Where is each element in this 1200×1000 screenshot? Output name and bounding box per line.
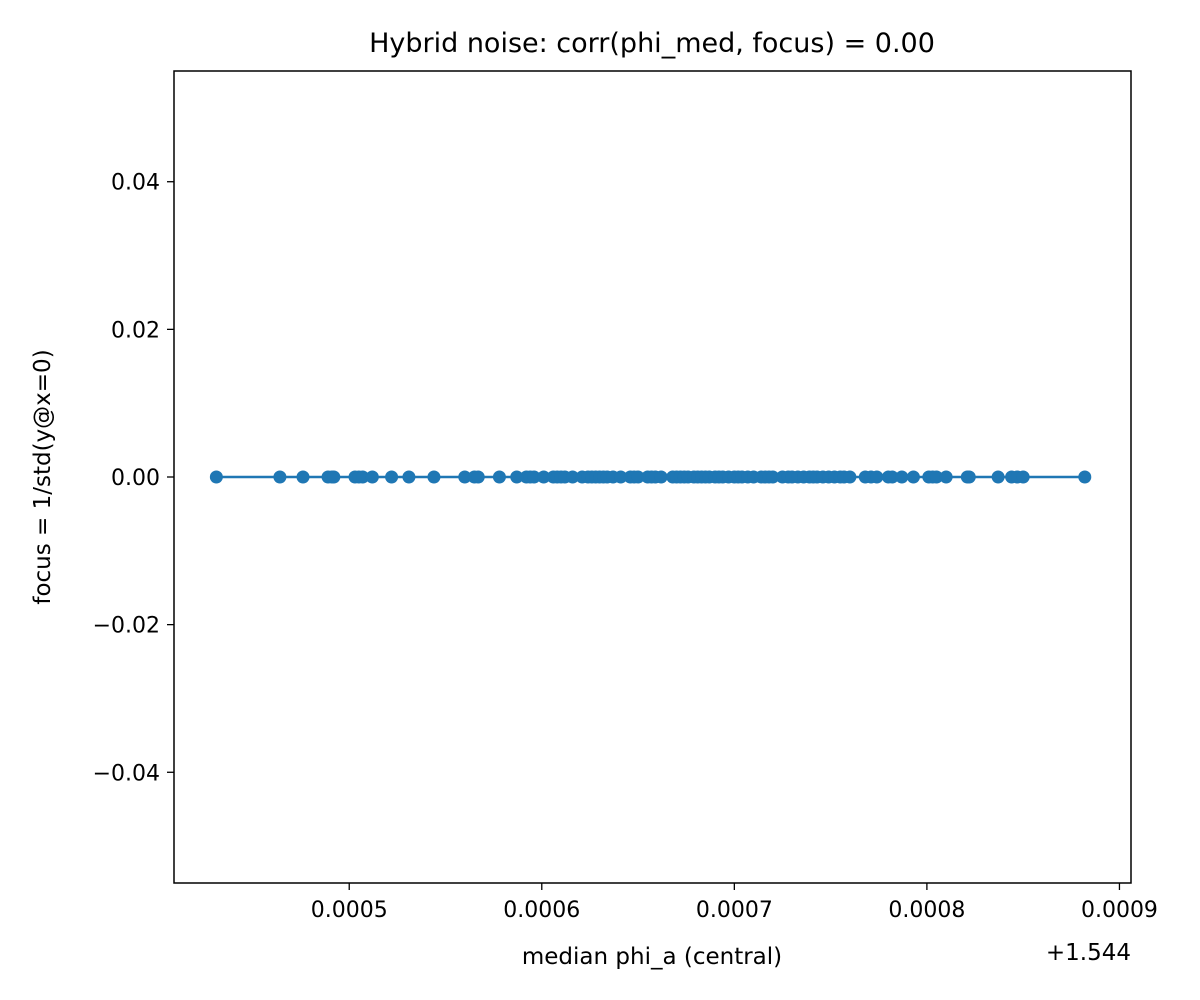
data-point <box>327 470 341 484</box>
data-point <box>458 470 472 484</box>
x-axis-offset-label: +1.544 <box>1046 940 1131 966</box>
data-point <box>365 470 379 484</box>
data-point <box>527 470 541 484</box>
data-point <box>471 470 485 484</box>
data-point <box>631 470 645 484</box>
y-tick-label: −0.04 <box>93 761 160 786</box>
data-point <box>930 470 944 484</box>
data-point <box>296 470 310 484</box>
data-point <box>654 470 668 484</box>
x-axis: 0.0005 0.0006 0.0007 0.0008 0.0009 <box>311 883 1158 923</box>
y-axis: 0.04 0.02 0.00 −0.02 −0.04 <box>93 171 174 786</box>
data-point <box>766 470 780 484</box>
data-point <box>402 470 416 484</box>
data-point <box>209 470 223 484</box>
x-tick-label: 0.0009 <box>1081 898 1158 923</box>
data-point <box>427 470 441 484</box>
data-point <box>492 470 506 484</box>
x-axis-label: median phi_a (central) <box>522 944 782 970</box>
data-point <box>537 470 551 484</box>
data-point <box>939 470 953 484</box>
y-axis-label: focus = 1/std(y@x=0) <box>30 349 56 604</box>
x-tick-label: 0.0005 <box>311 898 388 923</box>
data-point <box>510 470 524 484</box>
x-tick-label: 0.0007 <box>696 898 773 923</box>
y-tick-label: 0.00 <box>111 466 160 491</box>
data-point <box>566 470 580 484</box>
data-point <box>356 470 370 484</box>
data-point <box>273 470 287 484</box>
x-tick-label: 0.0006 <box>503 898 580 923</box>
data-point <box>843 470 857 484</box>
data-point <box>991 470 1005 484</box>
data-point <box>614 470 628 484</box>
data-point <box>962 470 976 484</box>
chart-title: Hybrid noise: corr(phi_med, focus) = 0.0… <box>369 28 935 59</box>
y-tick-label: −0.02 <box>93 614 160 639</box>
data-point <box>385 470 399 484</box>
y-tick-label: 0.04 <box>111 171 160 196</box>
data-point <box>1016 470 1030 484</box>
data-point <box>1078 470 1092 484</box>
data-point <box>895 470 909 484</box>
data-point <box>870 470 884 484</box>
x-tick-label: 0.0008 <box>888 898 965 923</box>
y-tick-label: 0.02 <box>111 318 160 343</box>
series-layer <box>209 470 1092 484</box>
data-point <box>885 470 899 484</box>
data-point <box>906 470 920 484</box>
